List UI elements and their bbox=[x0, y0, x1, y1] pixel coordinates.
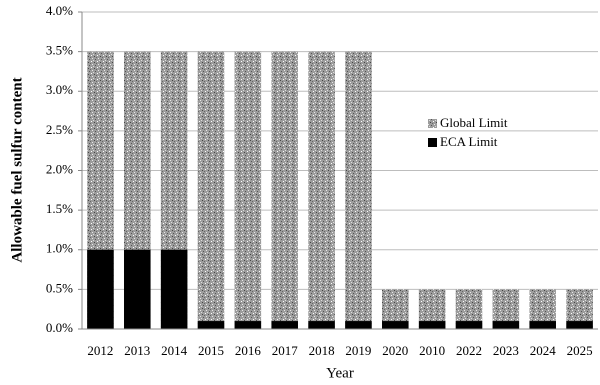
bar bbox=[124, 249, 151, 329]
x-tick-label: 2024 bbox=[530, 343, 557, 358]
bar bbox=[308, 321, 335, 329]
y-axis-label: Allowable fuel sulfur content bbox=[9, 77, 25, 262]
legend-swatch bbox=[428, 119, 437, 128]
x-tick-label: 2013 bbox=[124, 343, 150, 358]
x-tick-label: 2018 bbox=[309, 343, 335, 358]
bar bbox=[345, 321, 372, 329]
y-tick-label: 4.0% bbox=[46, 3, 73, 18]
x-tick-label: 2019 bbox=[345, 343, 371, 358]
y-tick-label: 0.5% bbox=[46, 280, 73, 295]
bar bbox=[234, 51, 262, 329]
bar bbox=[271, 321, 298, 329]
legend-label: Global Limit bbox=[440, 115, 508, 130]
x-tick-label: 2016 bbox=[235, 343, 262, 358]
y-tick-label: 3.5% bbox=[46, 43, 73, 58]
x-tick-label: 2022 bbox=[456, 343, 482, 358]
bar bbox=[308, 51, 335, 329]
bar bbox=[418, 321, 446, 329]
y-tick-label: 2.0% bbox=[46, 161, 73, 176]
y-tick-label: 1.5% bbox=[46, 201, 73, 216]
y-tick-label: 3.0% bbox=[46, 82, 73, 97]
legend-swatch bbox=[428, 138, 437, 147]
x-tick-label: 2014 bbox=[161, 343, 188, 358]
y-tick-label: 1.0% bbox=[46, 241, 73, 256]
x-tick-label: 2025 bbox=[567, 343, 593, 358]
y-tick-label: 2.5% bbox=[46, 122, 73, 137]
x-tick-label: 2012 bbox=[87, 343, 113, 358]
bar bbox=[345, 51, 372, 329]
bar bbox=[160, 249, 188, 329]
bar bbox=[455, 321, 483, 329]
bar bbox=[271, 51, 298, 329]
bar bbox=[197, 51, 225, 329]
x-tick-label: 2023 bbox=[493, 343, 519, 358]
bar bbox=[234, 321, 262, 329]
bar bbox=[566, 321, 593, 329]
x-tick-label: 2015 bbox=[198, 343, 224, 358]
bar bbox=[492, 321, 520, 329]
x-tick-label: 2017 bbox=[272, 343, 299, 358]
bar bbox=[197, 321, 225, 329]
bar bbox=[382, 321, 409, 329]
legend-label: ECA Limit bbox=[440, 134, 498, 149]
x-axis-label: Year bbox=[326, 365, 354, 381]
x-tick-label: 2020 bbox=[382, 343, 408, 358]
bar bbox=[529, 321, 556, 329]
x-tick-label: 2010 bbox=[419, 343, 445, 358]
y-tick-label: 0.0% bbox=[46, 320, 73, 335]
bar bbox=[87, 249, 114, 329]
